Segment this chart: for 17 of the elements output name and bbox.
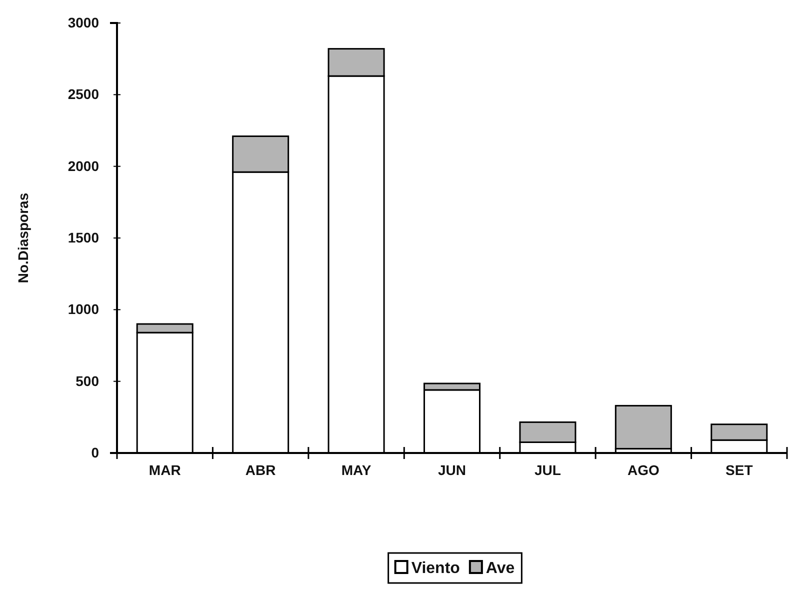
x-tick-label: JUL bbox=[534, 462, 562, 478]
legend-label: Ave bbox=[486, 560, 515, 577]
x-tick-label: AGO bbox=[627, 462, 660, 478]
x-tick-label: MAR bbox=[148, 462, 181, 478]
x-tick-label: JUN bbox=[438, 462, 466, 478]
y-tick-label: 3000 bbox=[68, 14, 100, 30]
y-axis-title: No.Diasporas bbox=[15, 192, 31, 284]
x-tick-label: MAY bbox=[341, 462, 372, 478]
x-tick-label: ABR bbox=[245, 462, 276, 478]
y-tick-label: 1000 bbox=[68, 301, 100, 318]
legend-label: Viento bbox=[411, 560, 460, 577]
y-tick-label: 2000 bbox=[68, 158, 100, 174]
y-tick-label: 0 bbox=[91, 444, 100, 460]
y-tick-label: 1500 bbox=[68, 229, 100, 246]
y-tick-label: 500 bbox=[76, 372, 100, 389]
y-tick-label: 2500 bbox=[68, 86, 100, 102]
x-tick-label: SET bbox=[726, 462, 754, 478]
